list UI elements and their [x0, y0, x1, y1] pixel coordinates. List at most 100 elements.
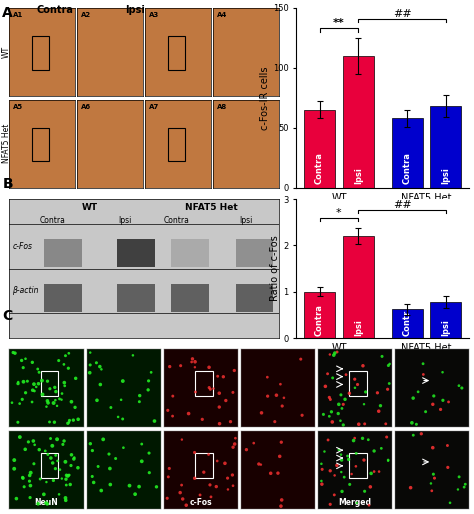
- Point: [47, 454, 55, 462]
- Point: [384, 456, 392, 464]
- Text: NeuN: NeuN: [35, 498, 58, 506]
- Point: [90, 479, 98, 487]
- Text: β-actin: β-actin: [12, 286, 39, 296]
- Text: A3: A3: [149, 12, 159, 18]
- Point: [22, 355, 29, 363]
- Point: [298, 411, 306, 419]
- Point: [191, 388, 199, 396]
- Point: [327, 395, 334, 403]
- Text: A8: A8: [217, 104, 227, 110]
- Point: [224, 474, 231, 482]
- Point: [382, 420, 390, 428]
- Point: [62, 496, 70, 504]
- Point: [164, 494, 171, 502]
- Point: [338, 456, 346, 464]
- Point: [26, 493, 34, 502]
- Text: B: B: [2, 177, 13, 191]
- Y-axis label: c-Fos-IR cells: c-Fos-IR cells: [260, 66, 270, 130]
- Point: [374, 389, 381, 397]
- Point: [422, 408, 429, 416]
- Point: [64, 364, 72, 372]
- Point: [427, 480, 435, 488]
- Point: [348, 470, 356, 478]
- Point: [52, 396, 59, 405]
- Point: [19, 363, 27, 372]
- Point: [264, 373, 271, 381]
- Point: [66, 481, 74, 489]
- Point: [61, 378, 68, 387]
- Point: [179, 495, 186, 503]
- Point: [44, 399, 52, 407]
- Text: Contr: Contr: [403, 310, 412, 336]
- Point: [53, 402, 61, 410]
- Point: [337, 391, 345, 399]
- Point: [383, 433, 391, 441]
- Bar: [171, 284, 209, 311]
- Bar: [349, 452, 367, 478]
- Text: A1: A1: [13, 12, 23, 18]
- Text: Ipsi: Ipsi: [118, 216, 132, 225]
- Point: [27, 469, 35, 477]
- Point: [51, 383, 59, 392]
- Point: [437, 406, 444, 414]
- Point: [243, 446, 250, 454]
- Point: [429, 470, 437, 479]
- Point: [196, 491, 204, 499]
- Point: [429, 400, 437, 409]
- Point: [14, 418, 22, 427]
- Point: [60, 437, 68, 445]
- Point: [138, 457, 146, 465]
- Point: [328, 418, 336, 426]
- Point: [11, 349, 19, 357]
- Y-axis label: WT: WT: [2, 382, 11, 394]
- Point: [216, 419, 223, 428]
- Point: [458, 384, 465, 392]
- Text: Contra: Contra: [40, 216, 65, 225]
- Point: [280, 394, 288, 402]
- Point: [455, 381, 463, 390]
- Point: [93, 396, 101, 405]
- Point: [31, 440, 38, 449]
- Point: [126, 482, 133, 490]
- Point: [351, 434, 358, 442]
- Point: [119, 415, 127, 423]
- Point: [41, 447, 49, 455]
- Text: Contra: Contra: [164, 216, 189, 225]
- Point: [96, 362, 104, 371]
- Point: [324, 436, 332, 444]
- Point: [331, 471, 338, 480]
- Point: [9, 348, 17, 357]
- Text: A4: A4: [217, 12, 227, 18]
- Point: [230, 366, 238, 375]
- Point: [370, 467, 378, 475]
- Point: [49, 459, 56, 467]
- Point: [337, 450, 345, 458]
- Point: [65, 471, 73, 479]
- Point: [28, 358, 36, 366]
- Point: [375, 467, 383, 475]
- Point: [43, 402, 50, 411]
- Bar: [236, 240, 273, 267]
- Point: [65, 471, 73, 480]
- Point: [74, 464, 82, 472]
- Text: c-Fos: c-Fos: [12, 242, 32, 251]
- Bar: [392, 118, 423, 188]
- Point: [366, 483, 374, 491]
- Text: WT: WT: [82, 203, 98, 212]
- Point: [326, 412, 333, 420]
- Point: [188, 358, 195, 366]
- Point: [59, 440, 67, 449]
- Point: [64, 419, 72, 428]
- Point: [151, 417, 158, 425]
- Point: [50, 476, 57, 485]
- Point: [68, 398, 75, 406]
- Point: [30, 460, 38, 468]
- Point: [43, 478, 50, 486]
- Point: [70, 416, 77, 424]
- Point: [439, 368, 447, 376]
- Point: [74, 415, 82, 424]
- Point: [50, 399, 57, 407]
- Point: [20, 378, 27, 386]
- Point: [229, 482, 237, 490]
- Point: [319, 465, 326, 473]
